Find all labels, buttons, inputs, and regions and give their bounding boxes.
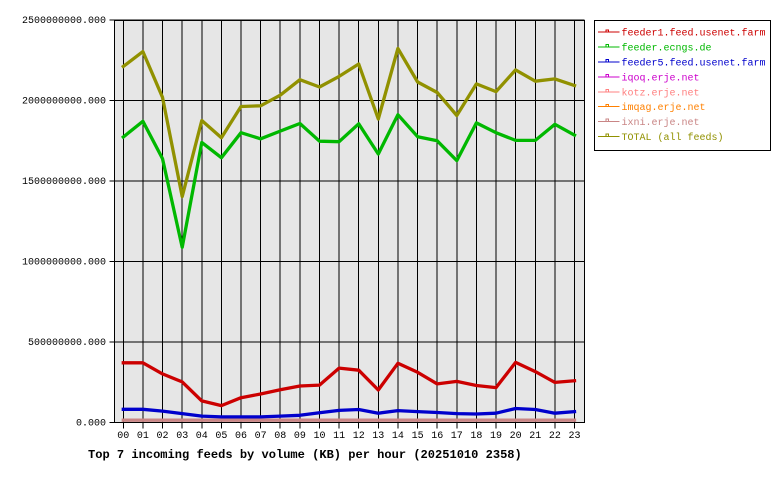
- svg-text:06: 06: [235, 431, 247, 442]
- svg-text:19: 19: [490, 431, 502, 442]
- svg-text:500000000.000: 500000000.000: [28, 338, 106, 349]
- svg-text:feeder5.feed.usenet.farm: feeder5.feed.usenet.farm: [622, 58, 766, 70]
- svg-text:18: 18: [470, 431, 482, 442]
- svg-text:16: 16: [431, 431, 443, 442]
- svg-text:2500000000.000: 2500000000.000: [22, 16, 106, 27]
- svg-text:ixni.erje.net: ixni.erje.net: [622, 117, 700, 129]
- svg-text:feeder1.feed.usenet.farm: feeder1.feed.usenet.farm: [622, 28, 766, 40]
- svg-text:15: 15: [412, 431, 424, 442]
- svg-text:09: 09: [294, 431, 306, 442]
- svg-text:02: 02: [156, 431, 168, 442]
- svg-text:20: 20: [510, 431, 522, 442]
- svg-text:01: 01: [137, 431, 149, 442]
- svg-text:TOTAL (all feeds): TOTAL (all feeds): [622, 132, 724, 144]
- svg-text:14: 14: [392, 431, 404, 442]
- svg-text:Top 7 incoming feeds by volume: Top 7 incoming feeds by volume (KB) per …: [88, 448, 522, 462]
- svg-text:21: 21: [529, 431, 541, 442]
- svg-text:0.000: 0.000: [76, 419, 106, 430]
- svg-text:05: 05: [215, 431, 227, 442]
- svg-text:imqag.erje.net: imqag.erje.net: [622, 102, 706, 114]
- svg-text:08: 08: [274, 431, 286, 442]
- svg-text:iqoq.erje.net: iqoq.erje.net: [622, 72, 700, 84]
- svg-text:1500000000.000: 1500000000.000: [22, 177, 106, 188]
- svg-text:00: 00: [117, 431, 129, 442]
- svg-text:23: 23: [568, 431, 580, 442]
- svg-text:10: 10: [313, 431, 325, 442]
- svg-text:2000000000.000: 2000000000.000: [22, 97, 106, 108]
- svg-text:04: 04: [196, 431, 208, 442]
- svg-text:11: 11: [333, 431, 345, 442]
- svg-text:13: 13: [372, 431, 384, 442]
- svg-text:kotz.erje.net: kotz.erje.net: [622, 87, 700, 99]
- svg-text:22: 22: [549, 431, 561, 442]
- svg-text:1000000000.000: 1000000000.000: [22, 258, 106, 269]
- svg-text:feeder.ecngs.de: feeder.ecngs.de: [622, 43, 712, 55]
- svg-text:07: 07: [255, 431, 267, 442]
- svg-text:03: 03: [176, 431, 188, 442]
- svg-text:12: 12: [353, 431, 365, 442]
- svg-text:17: 17: [451, 431, 463, 442]
